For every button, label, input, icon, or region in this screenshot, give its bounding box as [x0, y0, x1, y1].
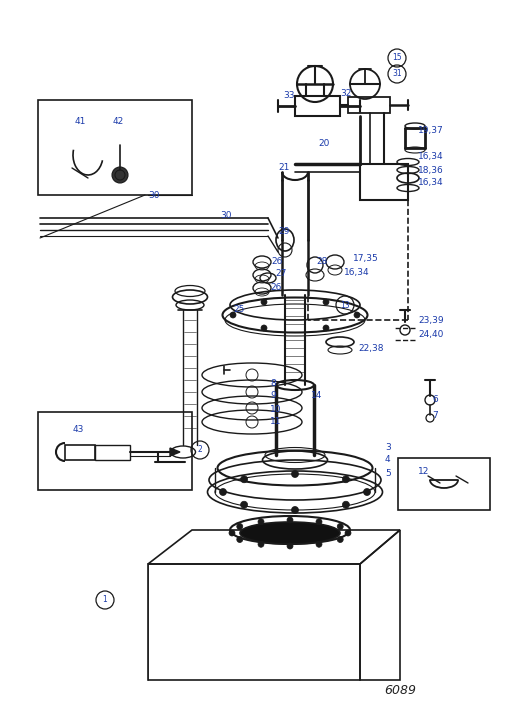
Circle shape — [237, 523, 243, 529]
Text: 22,38: 22,38 — [358, 343, 384, 353]
Text: 19,37: 19,37 — [418, 125, 444, 135]
Text: 42: 42 — [113, 117, 124, 127]
Circle shape — [112, 167, 128, 183]
Circle shape — [287, 517, 293, 523]
Text: 16,34: 16,34 — [418, 179, 444, 187]
Text: 16,34: 16,34 — [418, 153, 444, 161]
Text: 3: 3 — [385, 443, 391, 451]
Text: 8: 8 — [270, 379, 276, 389]
Circle shape — [237, 536, 243, 542]
Text: 6089: 6089 — [384, 683, 416, 696]
Polygon shape — [170, 448, 180, 456]
Circle shape — [241, 476, 248, 483]
Text: 41: 41 — [75, 117, 86, 127]
Circle shape — [261, 325, 267, 331]
Circle shape — [345, 530, 351, 536]
Circle shape — [342, 476, 349, 483]
Circle shape — [230, 312, 236, 318]
Text: 29: 29 — [278, 228, 289, 236]
Text: 25: 25 — [233, 305, 244, 315]
Circle shape — [261, 299, 267, 305]
Text: 28: 28 — [316, 256, 327, 266]
Text: 15: 15 — [392, 53, 402, 63]
Text: 14: 14 — [311, 390, 322, 400]
Text: 32: 32 — [340, 89, 351, 97]
Text: 30: 30 — [220, 210, 231, 220]
Bar — [38, 100, 192, 195]
Circle shape — [342, 501, 349, 508]
Text: 26: 26 — [270, 282, 281, 292]
Text: 31: 31 — [392, 70, 402, 78]
Text: 18,36: 18,36 — [418, 166, 444, 174]
Circle shape — [291, 506, 299, 513]
Text: 5: 5 — [385, 469, 391, 477]
Text: 23,39: 23,39 — [418, 315, 444, 325]
Text: 6: 6 — [432, 395, 438, 405]
Bar — [398, 458, 490, 510]
Text: 20: 20 — [318, 138, 329, 148]
Text: 4: 4 — [385, 456, 390, 464]
Circle shape — [354, 312, 360, 318]
Circle shape — [258, 518, 264, 525]
Circle shape — [258, 541, 264, 547]
Circle shape — [316, 518, 322, 525]
Circle shape — [241, 501, 248, 508]
Text: 43: 43 — [73, 426, 84, 434]
Circle shape — [337, 523, 343, 529]
Text: 7: 7 — [432, 412, 438, 420]
Text: 26: 26 — [271, 256, 282, 266]
Circle shape — [337, 536, 343, 542]
Text: 24,40: 24,40 — [418, 330, 443, 338]
Text: 12: 12 — [418, 467, 429, 477]
Circle shape — [229, 530, 235, 536]
Ellipse shape — [240, 522, 340, 544]
Text: 10: 10 — [270, 405, 282, 413]
Text: 16,34: 16,34 — [344, 268, 370, 276]
Text: 21: 21 — [278, 163, 289, 171]
Text: 33: 33 — [283, 91, 294, 101]
Text: 17,35: 17,35 — [353, 253, 379, 263]
Circle shape — [364, 488, 370, 495]
Circle shape — [287, 543, 293, 549]
Text: 13: 13 — [340, 300, 350, 310]
Bar — [38, 412, 192, 490]
Circle shape — [323, 325, 329, 331]
Circle shape — [220, 488, 227, 495]
Text: 1: 1 — [103, 595, 107, 605]
Text: 30: 30 — [148, 191, 160, 199]
Circle shape — [316, 541, 322, 547]
Text: 11: 11 — [270, 418, 282, 426]
Text: 9: 9 — [270, 392, 276, 400]
Circle shape — [291, 470, 299, 477]
Text: 2: 2 — [198, 446, 202, 454]
Text: 27: 27 — [275, 269, 286, 279]
Circle shape — [323, 299, 329, 305]
